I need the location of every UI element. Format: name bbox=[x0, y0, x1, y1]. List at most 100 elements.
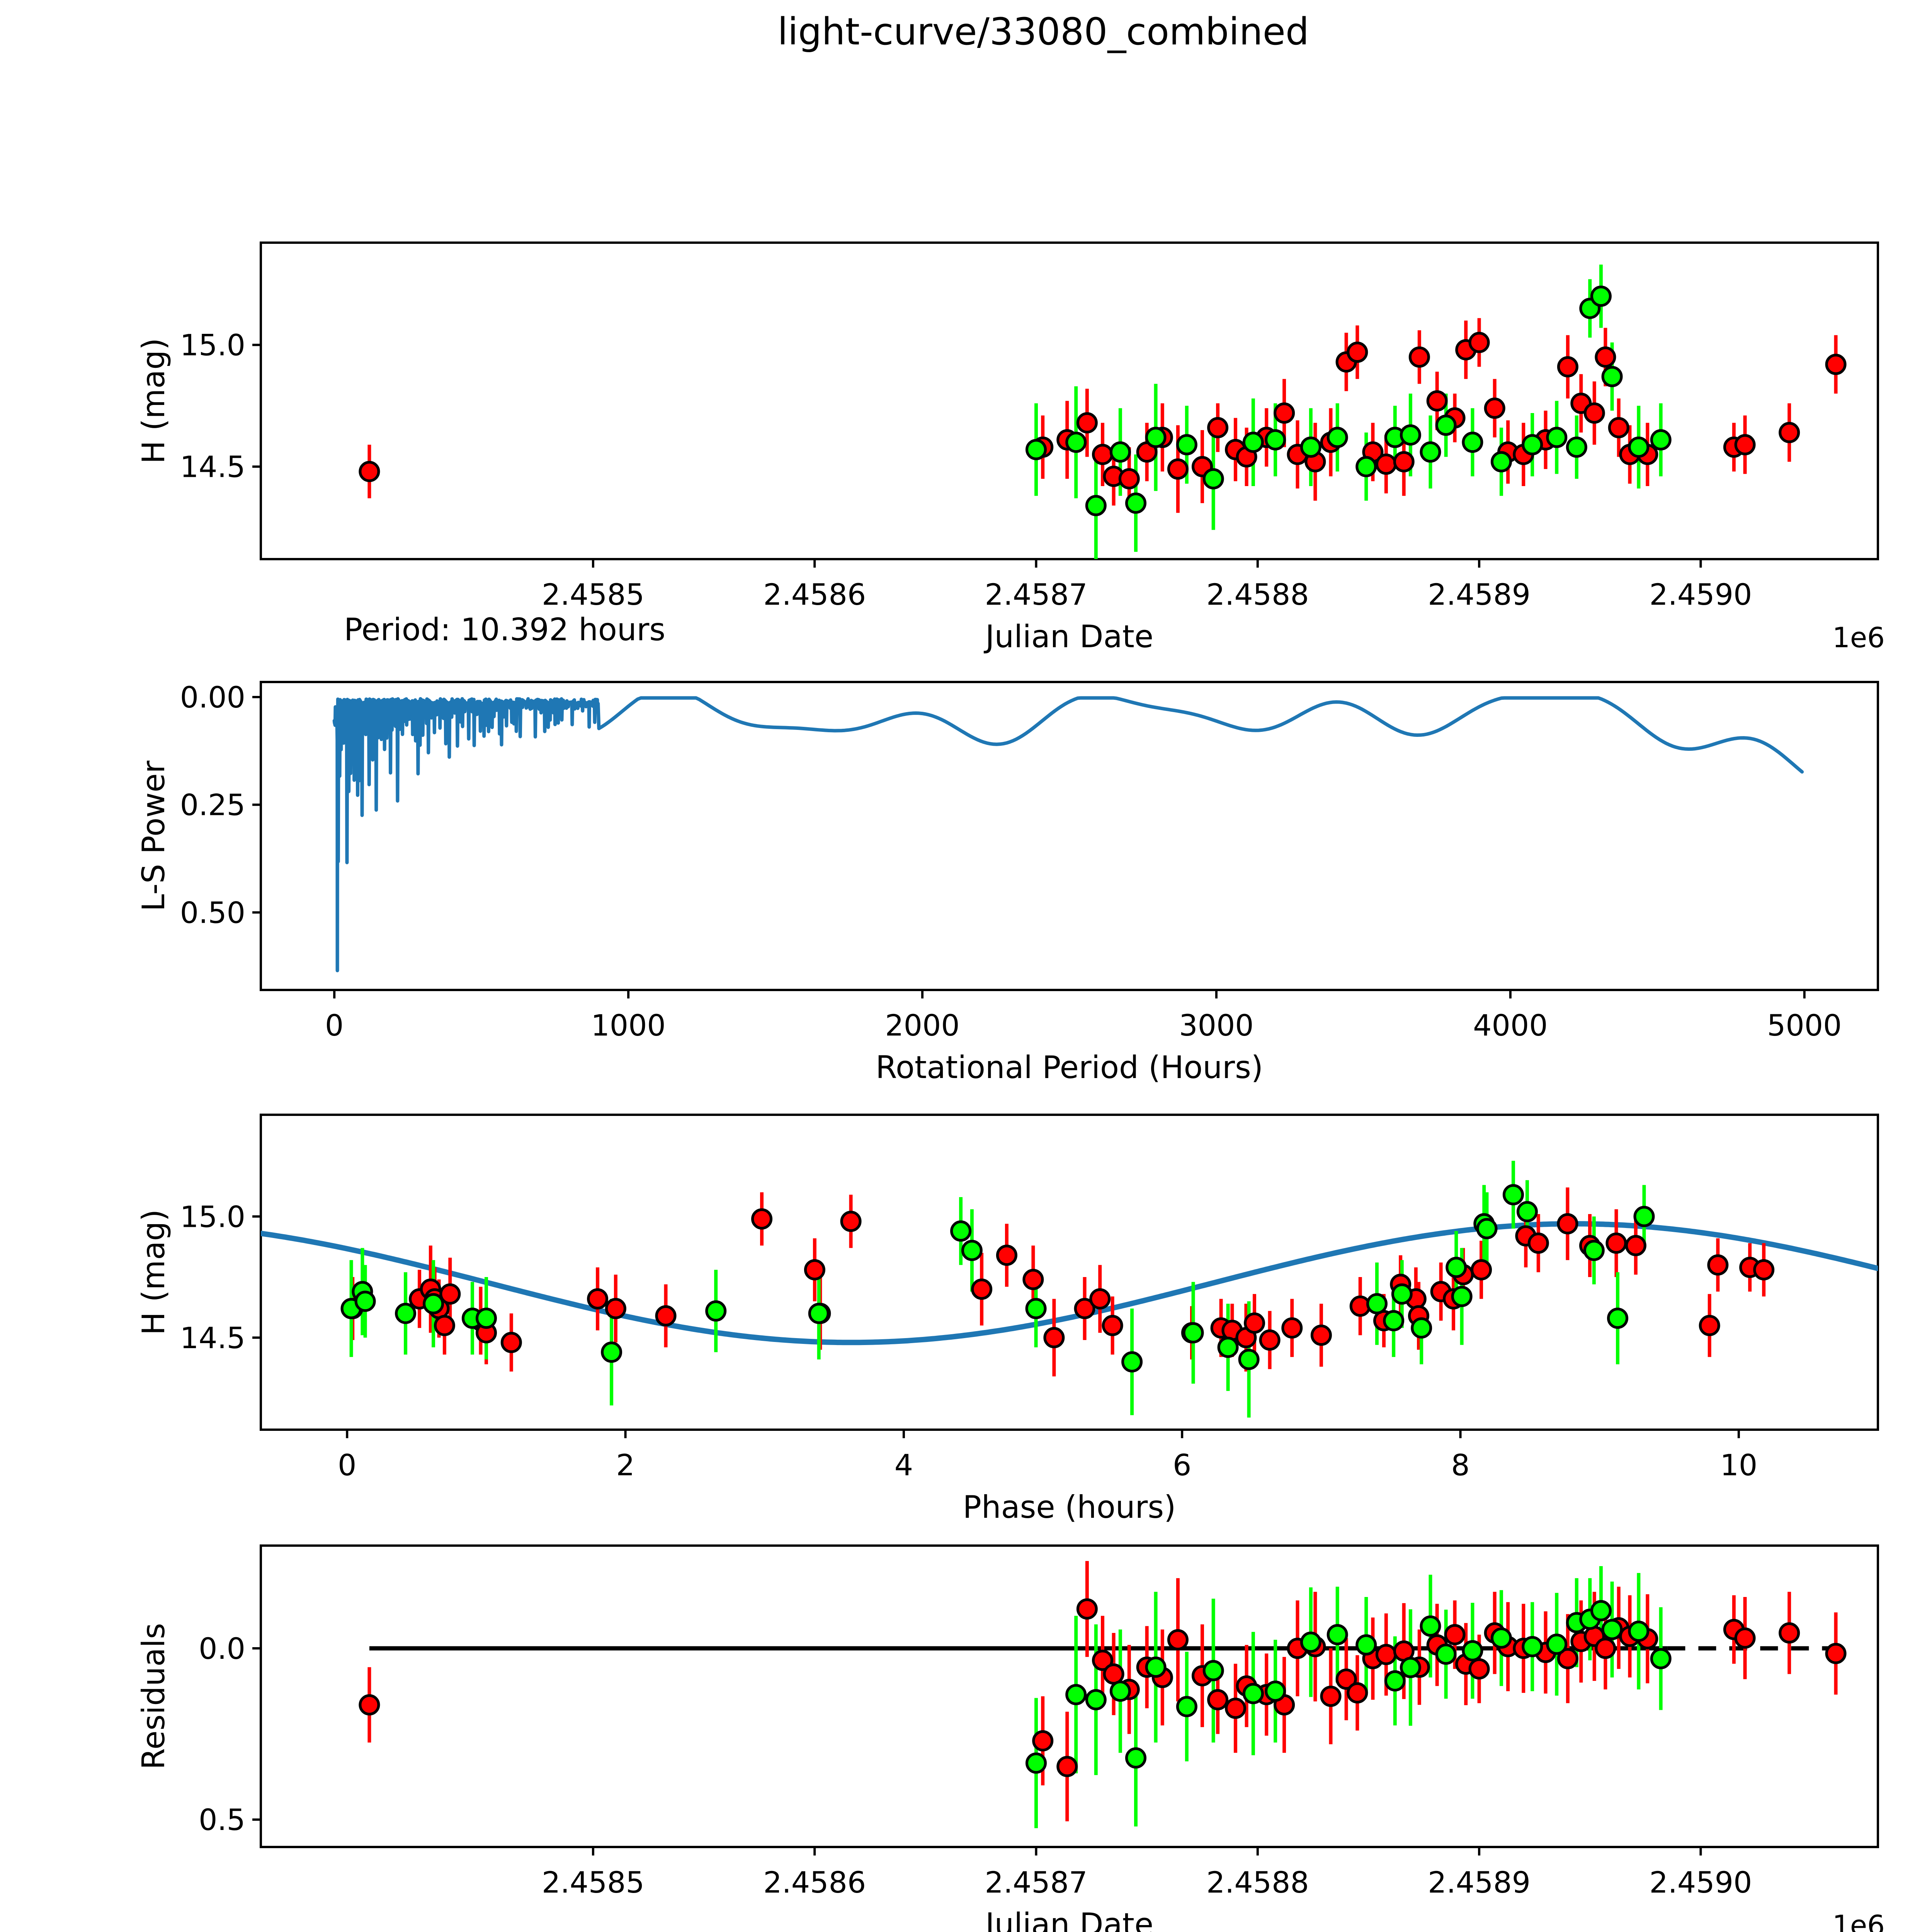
data-point[interactable] bbox=[1446, 1257, 1467, 1278]
data-point[interactable] bbox=[1384, 1670, 1406, 1692]
data-point[interactable] bbox=[1753, 1259, 1775, 1281]
data-point[interactable] bbox=[1366, 1293, 1388, 1315]
data-point[interactable] bbox=[1167, 458, 1189, 480]
data-point[interactable] bbox=[1335, 1668, 1357, 1690]
data-point[interactable] bbox=[439, 1283, 461, 1305]
data-point[interactable] bbox=[950, 1220, 972, 1242]
data-point[interactable] bbox=[1400, 1657, 1421, 1679]
data-point[interactable] bbox=[1707, 1254, 1729, 1276]
data-point[interactable] bbox=[1085, 1689, 1107, 1711]
data-point[interactable] bbox=[1056, 1756, 1078, 1777]
data-point[interactable] bbox=[1109, 441, 1131, 463]
data-point[interactable] bbox=[1032, 1730, 1054, 1752]
data-point[interactable] bbox=[1375, 453, 1397, 475]
data-point[interactable] bbox=[1102, 1315, 1123, 1336]
data-point[interactable] bbox=[500, 1332, 522, 1353]
data-point[interactable] bbox=[1176, 1696, 1197, 1718]
data-point[interactable] bbox=[1167, 1629, 1189, 1651]
data-point[interactable] bbox=[1650, 1648, 1672, 1669]
data-point[interactable] bbox=[1628, 1621, 1650, 1642]
data-point[interactable] bbox=[1202, 468, 1224, 490]
data-point[interactable] bbox=[423, 1293, 444, 1315]
data-point[interactable] bbox=[1546, 427, 1568, 448]
data-point[interactable] bbox=[1444, 1624, 1466, 1645]
data-point[interactable] bbox=[1085, 495, 1107, 516]
data-point[interactable] bbox=[359, 1694, 380, 1716]
data-point[interactable] bbox=[1400, 424, 1421, 446]
data-point[interactable] bbox=[1522, 1636, 1543, 1657]
data-point[interactable] bbox=[434, 1315, 455, 1336]
data-point[interactable] bbox=[1065, 432, 1087, 453]
data-point[interactable] bbox=[1265, 429, 1286, 451]
data-point[interactable] bbox=[1825, 1643, 1847, 1664]
data-point[interactable] bbox=[1435, 1643, 1457, 1665]
data-point[interactable] bbox=[1281, 1317, 1303, 1339]
data-point[interactable] bbox=[840, 1211, 862, 1232]
data-point[interactable] bbox=[1516, 1201, 1538, 1223]
data-point[interactable] bbox=[1103, 1663, 1124, 1685]
data-point[interactable] bbox=[605, 1298, 626, 1320]
data-point[interactable] bbox=[1207, 417, 1229, 439]
data-point[interactable] bbox=[1076, 1598, 1098, 1620]
data-point[interactable] bbox=[1026, 439, 1047, 460]
data-point[interactable] bbox=[1182, 1322, 1204, 1344]
data-point[interactable] bbox=[1327, 427, 1348, 448]
data-point[interactable] bbox=[971, 1278, 993, 1300]
data-point[interactable] bbox=[1065, 1684, 1087, 1706]
data-point[interactable] bbox=[1468, 1658, 1490, 1680]
data-point[interactable] bbox=[1242, 1683, 1264, 1704]
data-point[interactable] bbox=[804, 1259, 825, 1281]
data-point[interactable] bbox=[751, 1208, 773, 1230]
data-point[interactable] bbox=[1420, 441, 1441, 463]
data-point[interactable] bbox=[705, 1300, 727, 1322]
data-point[interactable] bbox=[1471, 1259, 1492, 1281]
data-point[interactable] bbox=[475, 1308, 497, 1329]
data-point[interactable] bbox=[395, 1303, 417, 1324]
data-point[interactable] bbox=[1825, 354, 1847, 375]
data-point[interactable] bbox=[1347, 1682, 1368, 1704]
data-point[interactable] bbox=[1734, 1627, 1756, 1649]
data-point[interactable] bbox=[808, 1303, 830, 1324]
data-point[interactable] bbox=[1244, 1312, 1265, 1334]
data-point[interactable] bbox=[1022, 1269, 1044, 1290]
data-point[interactable] bbox=[1109, 1680, 1131, 1702]
data-point[interactable] bbox=[1145, 1656, 1167, 1678]
data-point[interactable] bbox=[1583, 1240, 1605, 1261]
data-point[interactable] bbox=[1476, 1218, 1498, 1240]
data-point[interactable] bbox=[1327, 1624, 1348, 1645]
data-point[interactable] bbox=[1451, 1286, 1473, 1307]
data-point[interactable] bbox=[1125, 492, 1146, 514]
data-point[interactable] bbox=[1557, 356, 1578, 378]
data-point[interactable] bbox=[1347, 342, 1368, 363]
data-point[interactable] bbox=[1310, 1325, 1332, 1346]
data-point[interactable] bbox=[1393, 451, 1415, 473]
data-point[interactable] bbox=[1608, 417, 1629, 439]
data-point[interactable] bbox=[1074, 1298, 1095, 1320]
data-point[interactable] bbox=[1076, 412, 1098, 434]
data-point[interactable] bbox=[1025, 1298, 1047, 1320]
data-point[interactable] bbox=[1118, 468, 1140, 490]
data-point[interactable] bbox=[1092, 1650, 1113, 1671]
data-point[interactable] bbox=[1490, 1627, 1512, 1649]
data-point[interactable] bbox=[1274, 402, 1295, 424]
data-point[interactable] bbox=[1590, 1600, 1612, 1621]
data-point[interactable] bbox=[1462, 1640, 1483, 1662]
data-point[interactable] bbox=[1625, 1235, 1646, 1257]
data-point[interactable] bbox=[1320, 1685, 1342, 1707]
data-point[interactable] bbox=[1607, 1308, 1629, 1329]
data-point[interactable] bbox=[1408, 346, 1430, 368]
data-point[interactable] bbox=[1546, 1633, 1568, 1655]
data-point[interactable] bbox=[587, 1288, 609, 1310]
data-point[interactable] bbox=[1355, 1634, 1377, 1656]
data-point[interactable] bbox=[1699, 1315, 1720, 1336]
data-point[interactable] bbox=[1527, 1232, 1549, 1254]
data-point[interactable] bbox=[961, 1240, 983, 1261]
data-point[interactable] bbox=[1779, 422, 1800, 443]
data-point[interactable] bbox=[1601, 366, 1623, 387]
data-point[interactable] bbox=[1043, 1327, 1065, 1349]
data-point[interactable] bbox=[1590, 286, 1612, 307]
data-point[interactable] bbox=[1605, 1232, 1627, 1254]
data-point[interactable] bbox=[1176, 434, 1197, 456]
data-point[interactable] bbox=[1242, 432, 1264, 453]
data-point[interactable] bbox=[1238, 1349, 1260, 1370]
